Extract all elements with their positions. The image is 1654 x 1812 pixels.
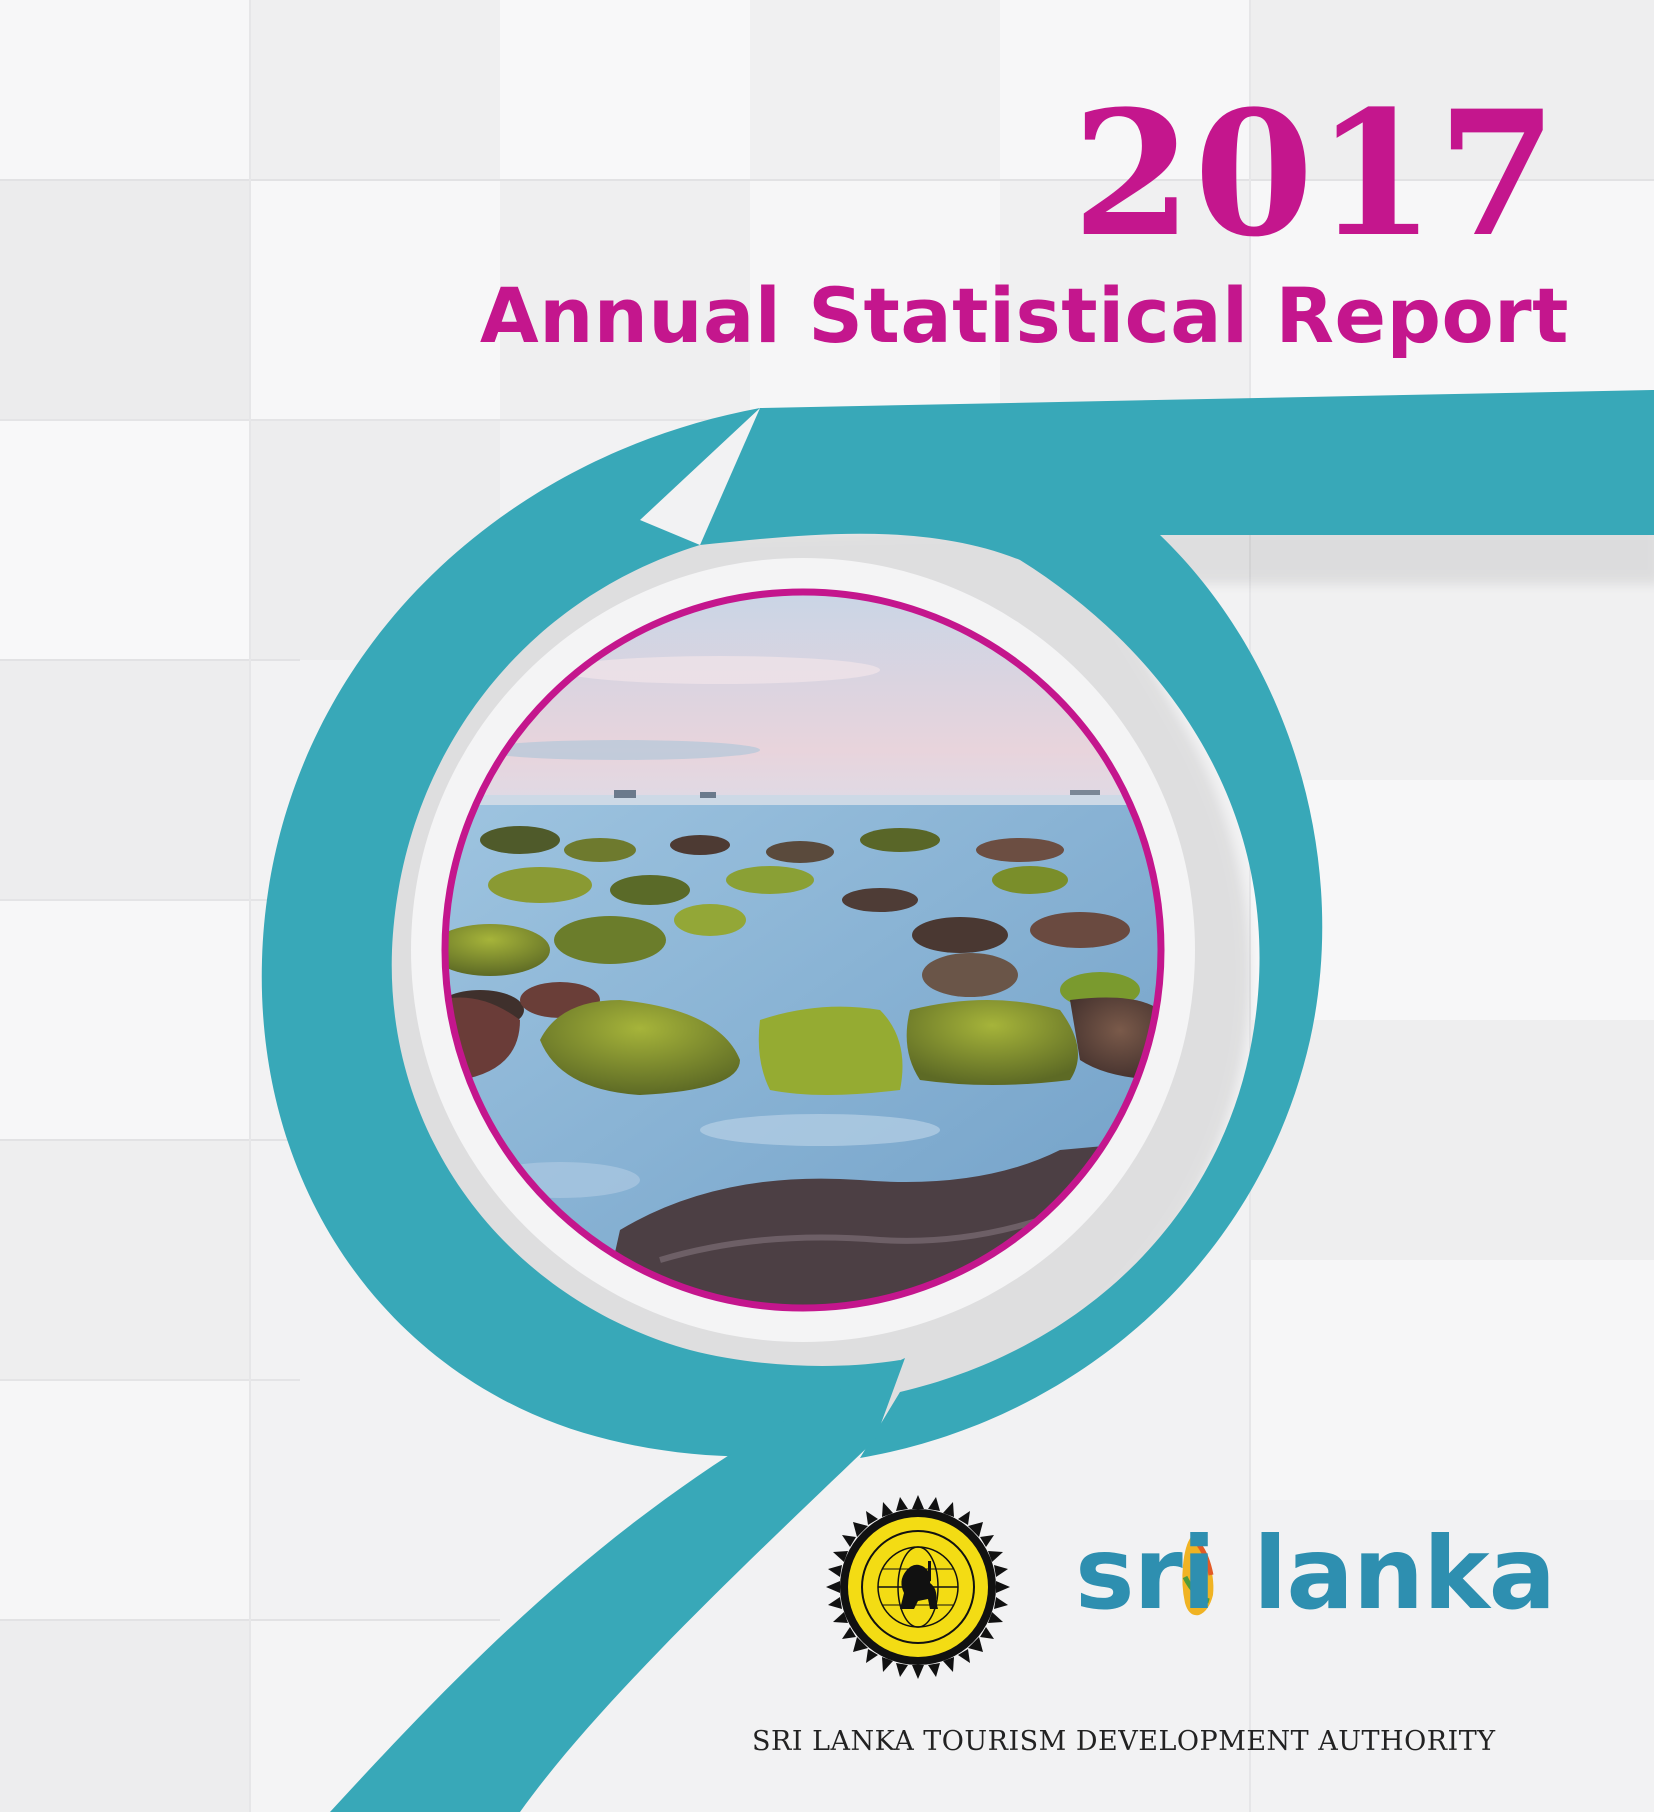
brand-sri: sri [1075,1515,1216,1632]
srilanka-brand-logo: sri lanka [1075,1524,1556,1624]
sri-lanka-map-icon [1182,1537,1214,1616]
report-title: Annual Statistical Report [479,271,1569,360]
authority-name: SRI LANKA TOURISM DEVELOPMENT AUTHORITY [752,1726,1496,1757]
sltda-emblem-icon [826,1495,1010,1679]
report-year: 2017 [1072,72,1559,275]
photo-ring [441,588,1165,1312]
brand-lanka: lanka [1253,1515,1556,1632]
